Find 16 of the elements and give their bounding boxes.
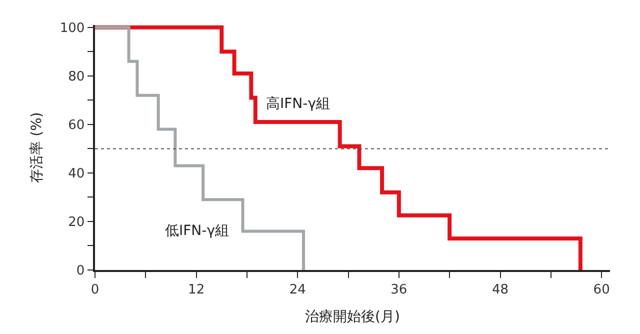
y-tick-label: 100 [60, 20, 85, 36]
y-axis-title: 存活率 (%) [28, 112, 45, 183]
x-tick-label: 60 [593, 282, 610, 298]
series-label: 高IFN-γ組 [266, 96, 330, 112]
y-tick-label: 80 [68, 69, 85, 84]
y-tick-label: 60 [68, 118, 85, 134]
y-tick-label: 40 [68, 166, 85, 182]
x-tick-label: 0 [90, 282, 100, 298]
x-tick-label: 36 [390, 282, 408, 298]
y-tick-label: 0 [76, 264, 85, 279]
x-tick-label: 12 [188, 282, 205, 298]
series-label: 低IFN-γ組 [165, 223, 229, 239]
y-tick-label: 20 [68, 215, 85, 230]
x-tick-label: 48 [492, 282, 509, 298]
x-axis-title: 治療開始後(月) [305, 309, 400, 326]
x-tick-label: 24 [289, 282, 306, 298]
